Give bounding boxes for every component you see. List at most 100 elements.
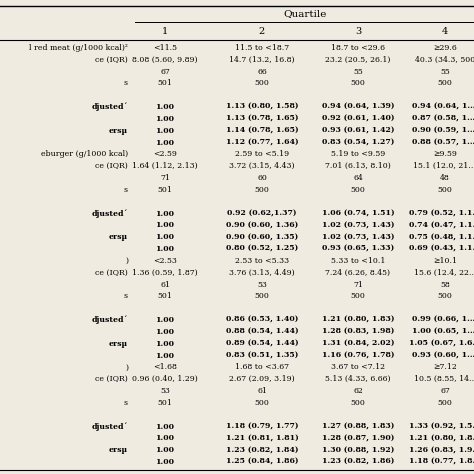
Text: 1.64 (1.12, 2.13): 1.64 (1.12, 2.13) xyxy=(132,162,198,170)
Text: 500: 500 xyxy=(438,186,453,194)
Text: 1: 1 xyxy=(162,27,168,36)
Text: djusted´: djusted´ xyxy=(91,422,128,431)
Text: 55: 55 xyxy=(440,68,450,75)
Text: 53: 53 xyxy=(257,281,267,289)
Text: 1.27 (0.88, 1.83): 1.27 (0.88, 1.83) xyxy=(322,423,394,430)
Text: 23.2 (20.5, 26.1): 23.2 (20.5, 26.1) xyxy=(325,56,391,64)
Text: 1.16 (0.76, 1.78): 1.16 (0.76, 1.78) xyxy=(322,352,394,360)
Text: ersµ: ersµ xyxy=(109,340,128,348)
Text: 0.83 (0.51, 1.35): 0.83 (0.51, 1.35) xyxy=(226,352,298,360)
Text: 1.36 (0.59, 1.87): 1.36 (0.59, 1.87) xyxy=(132,269,198,277)
Text: 1.13 (0.80, 1.58): 1.13 (0.80, 1.58) xyxy=(226,103,298,111)
Text: 1.05 (0.67, 1.6…: 1.05 (0.67, 1.6… xyxy=(410,340,474,348)
Text: 0.93 (0.61, 1.42): 0.93 (0.61, 1.42) xyxy=(322,127,394,135)
Text: 501: 501 xyxy=(157,80,173,87)
Text: 7.01 (6.13, 8.10): 7.01 (6.13, 8.10) xyxy=(325,162,391,170)
Text: 0.80 (0.52, 1.25): 0.80 (0.52, 1.25) xyxy=(226,245,298,253)
Text: 0.92 (0.62,1.37): 0.92 (0.62,1.37) xyxy=(227,210,297,218)
Text: s: s xyxy=(124,292,128,301)
Text: 0.86 (0.53, 1.40): 0.86 (0.53, 1.40) xyxy=(226,316,298,324)
Text: 4: 4 xyxy=(442,27,448,36)
Text: 0.93 (0.65, 1.33): 0.93 (0.65, 1.33) xyxy=(322,245,394,253)
Text: 61: 61 xyxy=(160,281,170,289)
Text: djusted´: djusted´ xyxy=(91,316,128,324)
Text: ≥29.6: ≥29.6 xyxy=(433,44,457,52)
Text: 0.90 (0.60, 1.36): 0.90 (0.60, 1.36) xyxy=(226,221,298,229)
Text: 5.33 to <10.1: 5.33 to <10.1 xyxy=(331,257,385,265)
Text: 71: 71 xyxy=(353,281,363,289)
Text: 1.13 (0.78, 1.65): 1.13 (0.78, 1.65) xyxy=(226,115,298,123)
Text: 64: 64 xyxy=(353,174,363,182)
Text: 11.5 to <18.7: 11.5 to <18.7 xyxy=(235,44,289,52)
Text: 1.28 (0.83, 1.98): 1.28 (0.83, 1.98) xyxy=(322,328,394,336)
Text: 18.7 to <29.6: 18.7 to <29.6 xyxy=(331,44,385,52)
Text: 1.23 (0.82, 1.86): 1.23 (0.82, 1.86) xyxy=(322,458,394,466)
Text: 1.18 (0.77, 1.8…: 1.18 (0.77, 1.8… xyxy=(410,458,474,466)
Text: ≥9.59: ≥9.59 xyxy=(433,150,457,158)
Text: l red meat (g/1000 kcal)²: l red meat (g/1000 kcal)² xyxy=(29,44,128,52)
Text: 61: 61 xyxy=(257,387,267,395)
Text: 1.00: 1.00 xyxy=(155,138,174,146)
Text: 500: 500 xyxy=(438,80,453,87)
Text: 0.90 (0.60, 1.35): 0.90 (0.60, 1.35) xyxy=(226,233,298,241)
Text: 0.93 (0.60, 1.…: 0.93 (0.60, 1.… xyxy=(412,352,474,360)
Text: 1.14 (0.78, 1.65): 1.14 (0.78, 1.65) xyxy=(226,127,298,135)
Text: 0.99 (0.66, 1.…: 0.99 (0.66, 1.… xyxy=(412,316,474,324)
Text: 58: 58 xyxy=(440,281,450,289)
Text: 7.24 (6.26, 8.45): 7.24 (6.26, 8.45) xyxy=(326,269,391,277)
Text: 500: 500 xyxy=(255,399,269,407)
Text: 1.68 to <3.67: 1.68 to <3.67 xyxy=(235,364,289,372)
Text: 67: 67 xyxy=(440,387,450,395)
Text: 1.21 (0.80, 1.8…: 1.21 (0.80, 1.8… xyxy=(410,434,474,442)
Text: 1.02 (0.73, 1.43): 1.02 (0.73, 1.43) xyxy=(322,233,394,241)
Text: 66: 66 xyxy=(257,68,267,75)
Text: 3.72 (3.15, 4.43): 3.72 (3.15, 4.43) xyxy=(229,162,295,170)
Text: 0.83 (0.54, 1.27): 0.83 (0.54, 1.27) xyxy=(322,138,394,146)
Text: ersµ: ersµ xyxy=(109,233,128,241)
Text: ce (IQR): ce (IQR) xyxy=(95,269,128,277)
Text: 500: 500 xyxy=(351,399,365,407)
Text: ersµ: ersµ xyxy=(109,446,128,454)
Text: 1.12 (0.77, 1.64): 1.12 (0.77, 1.64) xyxy=(226,138,298,146)
Text: 0.94 (0.64, 1.39): 0.94 (0.64, 1.39) xyxy=(322,103,394,111)
Text: ): ) xyxy=(125,257,128,265)
Text: 1.33 (0.92, 1.5…: 1.33 (0.92, 1.5… xyxy=(410,423,474,430)
Text: ): ) xyxy=(125,364,128,372)
Text: 1.00: 1.00 xyxy=(155,446,174,454)
Text: 2: 2 xyxy=(259,27,265,36)
Text: 1.00: 1.00 xyxy=(155,352,174,360)
Text: 2.59 to <5.19: 2.59 to <5.19 xyxy=(235,150,289,158)
Text: 500: 500 xyxy=(351,186,365,194)
Text: 501: 501 xyxy=(157,399,173,407)
Text: 1.00: 1.00 xyxy=(155,210,174,218)
Text: 500: 500 xyxy=(255,80,269,87)
Text: 1.00 (0.65, 1.…: 1.00 (0.65, 1.… xyxy=(412,328,474,336)
Text: 1.00: 1.00 xyxy=(155,458,174,466)
Text: 5.13 (4.33, 6.66): 5.13 (4.33, 6.66) xyxy=(325,375,391,383)
Text: 501: 501 xyxy=(157,186,173,194)
Text: 15.6 (12.4, 22…: 15.6 (12.4, 22… xyxy=(414,269,474,277)
Text: 1.00: 1.00 xyxy=(155,233,174,241)
Text: 501: 501 xyxy=(157,292,173,301)
Text: ce (IQR): ce (IQR) xyxy=(95,375,128,383)
Text: 1.21 (0.80, 1.83): 1.21 (0.80, 1.83) xyxy=(322,316,394,324)
Text: djusted´: djusted´ xyxy=(91,210,128,218)
Text: 0.94 (0.64, 1.…: 0.94 (0.64, 1.… xyxy=(412,103,474,111)
Text: 8.08 (5.60, 9.89): 8.08 (5.60, 9.89) xyxy=(132,56,198,64)
Text: 0.88 (0.54, 1.44): 0.88 (0.54, 1.44) xyxy=(226,328,298,336)
Text: <1.68: <1.68 xyxy=(153,364,177,372)
Text: 55: 55 xyxy=(353,68,363,75)
Text: 1.31 (0.84, 2.02): 1.31 (0.84, 2.02) xyxy=(322,340,394,348)
Text: 0.92 (0.61, 1.40): 0.92 (0.61, 1.40) xyxy=(322,115,394,123)
Text: 3.76 (3.13, 4.49): 3.76 (3.13, 4.49) xyxy=(229,269,295,277)
Text: 1.00: 1.00 xyxy=(155,221,174,229)
Text: ≥7.12: ≥7.12 xyxy=(433,364,457,372)
Text: 48: 48 xyxy=(440,174,450,182)
Text: 60: 60 xyxy=(257,174,267,182)
Text: ≥10.1: ≥10.1 xyxy=(433,257,457,265)
Text: 1.26 (0.83, 1.9…: 1.26 (0.83, 1.9… xyxy=(410,446,474,454)
Text: 1.00: 1.00 xyxy=(155,340,174,348)
Text: eburger (g/1000 kcal): eburger (g/1000 kcal) xyxy=(41,150,128,158)
Text: 2.67 (2.09, 3.19): 2.67 (2.09, 3.19) xyxy=(229,375,295,383)
Text: 0.75 (0.48, 1.1…: 0.75 (0.48, 1.1… xyxy=(410,233,474,241)
